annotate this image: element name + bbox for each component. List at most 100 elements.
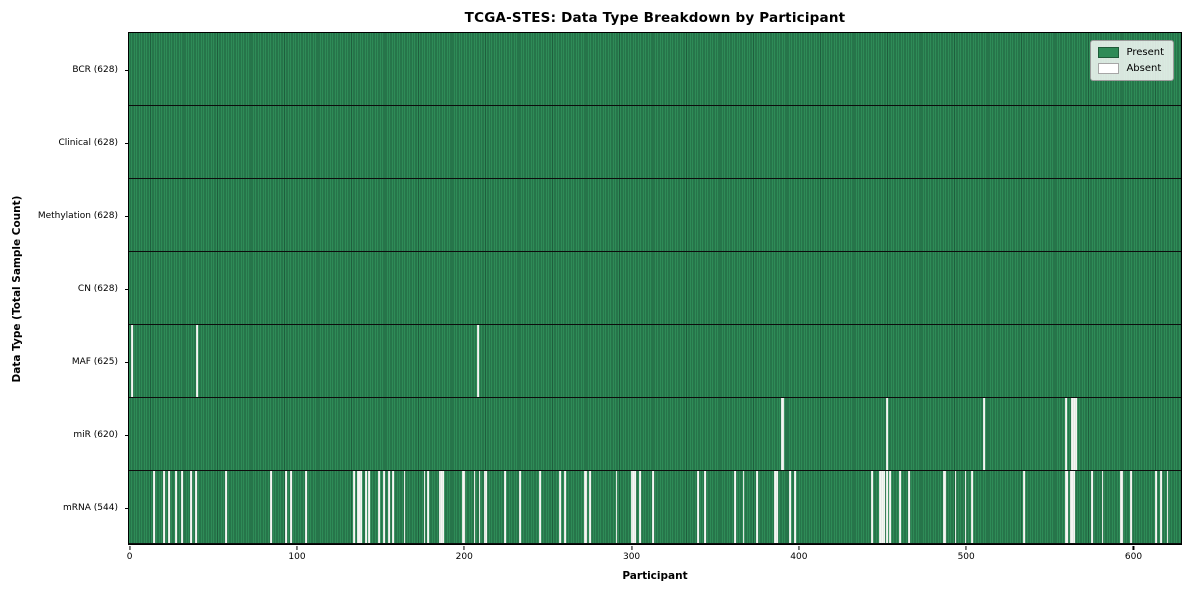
absent-stripe bbox=[734, 471, 737, 543]
absent-stripe bbox=[1069, 471, 1072, 543]
absent-stripe bbox=[356, 471, 359, 543]
x-tick-label: 0 bbox=[126, 552, 133, 562]
absent-stripe bbox=[360, 471, 362, 543]
absent-stripe bbox=[196, 325, 199, 397]
absent-stripe bbox=[538, 471, 541, 543]
absent-stripe bbox=[755, 471, 758, 543]
absent-stripe bbox=[558, 471, 561, 543]
y-tick-mark bbox=[124, 507, 128, 509]
x-tick-mark bbox=[296, 546, 298, 550]
y-tick-label: mRNA (544) bbox=[63, 502, 118, 513]
absent-stripe bbox=[189, 471, 192, 543]
y-tick-label: MAF (625) bbox=[71, 356, 118, 367]
absent-stripe bbox=[639, 471, 641, 543]
absent-stripe bbox=[388, 471, 391, 543]
absent-stripe bbox=[983, 398, 985, 470]
absent-stripe bbox=[789, 471, 792, 543]
absent-stripe bbox=[174, 471, 177, 543]
absent-stripe bbox=[881, 471, 883, 543]
absent-stripe bbox=[477, 325, 479, 397]
absent-stripe bbox=[463, 471, 466, 543]
row-band-clinical bbox=[129, 106, 1181, 179]
absent-stripe bbox=[1091, 471, 1094, 543]
y-tick-label: Clinical (628) bbox=[58, 137, 118, 148]
absent-stripe bbox=[383, 471, 386, 543]
absent-stripe bbox=[440, 471, 443, 543]
row-band-maf bbox=[129, 325, 1181, 398]
absent-stripe bbox=[1073, 398, 1076, 470]
absent-stripe bbox=[704, 471, 706, 543]
absent-stripe bbox=[889, 471, 892, 543]
absent-stripe bbox=[483, 471, 486, 543]
absent-stripe bbox=[781, 398, 783, 470]
absent-stripe bbox=[585, 471, 588, 543]
x-tick-label: 100 bbox=[288, 552, 306, 562]
y-tick-mark bbox=[124, 434, 128, 436]
x-tick-label: 400 bbox=[790, 552, 808, 562]
absent-stripe bbox=[899, 471, 902, 543]
absent-stripe bbox=[485, 471, 488, 543]
absent-stripe bbox=[954, 471, 957, 543]
absent-stripe bbox=[1071, 471, 1074, 543]
legend-entry-absent: Absent bbox=[1098, 63, 1164, 74]
absent-stripe bbox=[478, 471, 481, 543]
absent-stripe bbox=[438, 471, 441, 543]
y-tick-mark bbox=[124, 69, 128, 71]
y-axis: BCR (628) Clinical (628) Methylation (628)… bbox=[0, 32, 128, 545]
x-tick-label: 200 bbox=[455, 552, 473, 562]
absent-stripe bbox=[634, 471, 636, 543]
absent-stripe bbox=[305, 471, 307, 543]
absent-stripe bbox=[426, 471, 429, 543]
y-tick-mark bbox=[124, 288, 128, 290]
absent-stripe bbox=[615, 471, 618, 543]
absent-stripe bbox=[378, 471, 381, 543]
absent-stripe bbox=[1119, 471, 1122, 543]
y-tick-mark bbox=[124, 361, 128, 363]
absent-stripe bbox=[964, 471, 967, 543]
absent-stripe bbox=[563, 471, 566, 543]
row-band-mrna bbox=[129, 471, 1181, 544]
absent-stripe bbox=[391, 471, 394, 543]
absent-stripe bbox=[365, 471, 368, 543]
absent-stripe bbox=[1160, 471, 1162, 543]
absent-stripe bbox=[1166, 471, 1169, 543]
legend-present-label: Present bbox=[1126, 47, 1164, 58]
absent-stripe bbox=[742, 471, 745, 543]
legend-entry-present: Present bbox=[1098, 47, 1164, 58]
absent-stripe bbox=[503, 471, 506, 543]
legend-absent-swatch bbox=[1098, 63, 1120, 74]
legend-present-swatch bbox=[1098, 47, 1120, 58]
absent-stripe bbox=[907, 471, 910, 543]
absent-stripe bbox=[194, 471, 197, 543]
absent-stripe bbox=[1071, 398, 1074, 470]
absent-stripe bbox=[971, 471, 974, 543]
absent-stripe bbox=[942, 471, 945, 543]
absent-stripe bbox=[163, 471, 165, 543]
y-tick-label: CN (628) bbox=[77, 283, 118, 294]
absent-stripe bbox=[423, 471, 426, 543]
y-tick-label: Methylation (628) bbox=[37, 210, 118, 221]
absent-stripe bbox=[285, 471, 287, 543]
absent-stripe bbox=[1121, 471, 1124, 543]
absent-stripe bbox=[652, 471, 655, 543]
absent-stripe bbox=[775, 471, 778, 543]
row-band-bcr bbox=[129, 33, 1181, 106]
absent-stripe bbox=[224, 471, 227, 543]
absent-stripe bbox=[782, 398, 785, 470]
absent-stripe bbox=[588, 471, 591, 543]
absent-stripe bbox=[153, 471, 155, 543]
x-axis: 0 100 200 300 400 500 600 bbox=[126, 546, 1182, 580]
absent-stripe bbox=[1074, 398, 1077, 470]
absent-stripe bbox=[442, 471, 444, 543]
absent-stripe bbox=[1101, 471, 1104, 543]
absent-stripe bbox=[1066, 471, 1069, 543]
absent-stripe bbox=[583, 471, 586, 543]
y-tick-mark bbox=[124, 142, 128, 144]
plot-area: Present Absent bbox=[128, 32, 1182, 545]
x-tick-mark bbox=[1132, 546, 1135, 550]
absent-stripe bbox=[882, 471, 885, 543]
row-band-mir bbox=[129, 398, 1181, 471]
absent-stripe bbox=[632, 471, 635, 543]
absent-stripe bbox=[697, 471, 700, 543]
